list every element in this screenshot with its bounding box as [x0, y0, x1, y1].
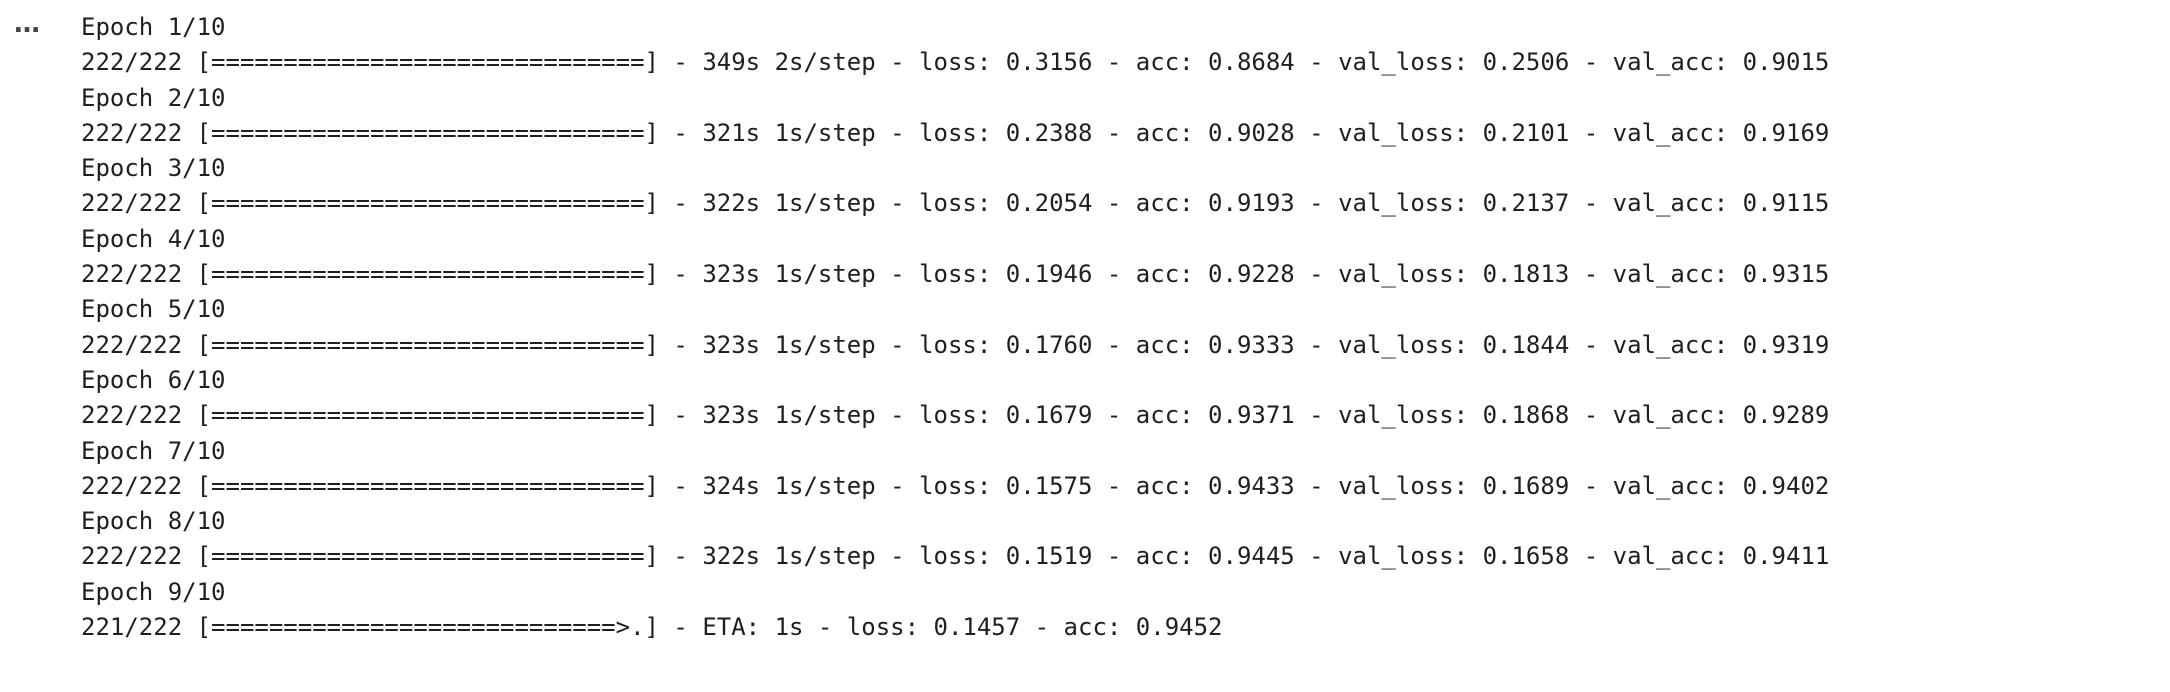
log-line-epoch-9-header: Epoch 9/10 [81, 577, 226, 606]
log-line-epoch-5-progress: 222/222 [==============================]… [81, 330, 1830, 359]
log-line-epoch-9-progress: 221/222 [============================>.]… [81, 613, 1223, 642]
log-line-epoch-2-header: Epoch 2/10 [81, 83, 226, 112]
log-line-epoch-1-header: Epoch 1/10 [81, 13, 226, 41]
log-line-epoch-7-header: Epoch 7/10 [81, 436, 226, 465]
log-line-epoch-1-progress: 222/222 [==============================]… [81, 48, 1830, 77]
log-line-epoch-4-header: Epoch 4/10 [81, 224, 226, 253]
log-line-epoch-2-progress: 222/222 [==============================]… [81, 118, 1830, 147]
log-line-epoch-4-progress: 222/222 [==============================]… [81, 260, 1830, 289]
log-line-epoch-3-progress: 222/222 [==============================]… [81, 189, 1830, 218]
more-options-icon[interactable]: … [14, 9, 41, 39]
log-line-epoch-6-progress: 222/222 [==============================]… [81, 401, 1830, 430]
log-line-epoch-6-header: Epoch 6/10 [81, 365, 226, 394]
log-line-epoch-5-header: Epoch 5/10 [81, 295, 226, 324]
log-line-epoch-8-header: Epoch 8/10 [81, 507, 226, 536]
log-line-epoch-3-header: Epoch 3/10 [81, 154, 226, 183]
log-line-epoch-7-progress: 222/222 [==============================]… [81, 471, 1830, 500]
log-line-epoch-8-progress: 222/222 [==============================]… [81, 542, 1830, 571]
training-log-output: Epoch 1/10 222/222 [=====================… [81, 10, 1829, 645]
